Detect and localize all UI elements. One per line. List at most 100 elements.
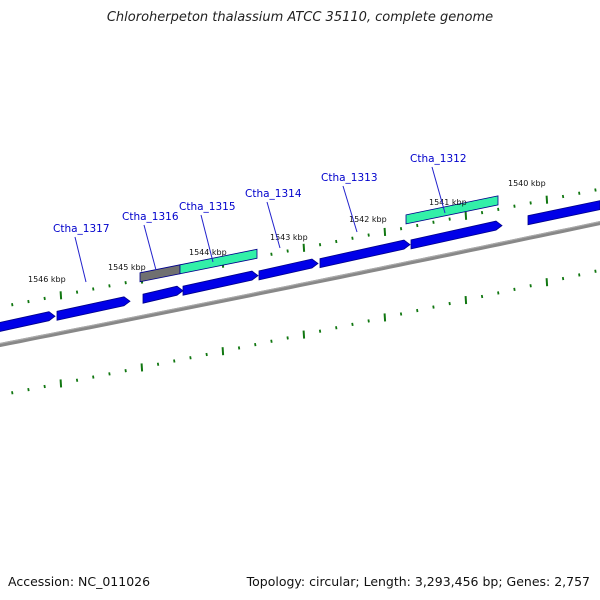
inner-tick bbox=[254, 342, 257, 347]
cds-arrow bbox=[258, 258, 319, 281]
inner-tick bbox=[497, 291, 500, 295]
inner-tick bbox=[59, 379, 63, 388]
inner-tick bbox=[448, 301, 451, 306]
outer-tick bbox=[286, 249, 289, 253]
inner-tick bbox=[480, 294, 484, 299]
inner-tick bbox=[529, 284, 532, 288]
pseudogene-bar bbox=[139, 264, 181, 283]
gene-label: Ctha_1317 bbox=[53, 223, 110, 235]
inner-tick bbox=[399, 312, 403, 316]
kbp-label: 1542 kbp bbox=[349, 215, 387, 224]
outer-tick bbox=[383, 227, 387, 236]
gene-label-line bbox=[74, 236, 87, 283]
kbp-label: 1546 kbp bbox=[28, 275, 66, 284]
inner-tick bbox=[124, 369, 127, 373]
tick-marks bbox=[11, 188, 597, 395]
outer-tick bbox=[335, 239, 338, 244]
inner-tick bbox=[302, 330, 306, 339]
outer-tick bbox=[11, 303, 14, 307]
inner-tick bbox=[140, 363, 144, 372]
cds-arrow bbox=[319, 239, 411, 269]
outer-tick bbox=[432, 220, 435, 224]
gene-features bbox=[0, 195, 600, 332]
outer-tick bbox=[464, 211, 468, 220]
gene-label: Ctha_1314 bbox=[245, 188, 302, 200]
outer-tick bbox=[561, 194, 565, 199]
inner-tick bbox=[221, 347, 225, 356]
gene-label-line bbox=[143, 224, 157, 271]
outer-tick bbox=[43, 296, 46, 301]
gene-label: Ctha_1315 bbox=[179, 201, 236, 213]
outer-tick bbox=[416, 223, 419, 228]
outer-tick bbox=[351, 236, 354, 240]
inner-tick bbox=[594, 269, 597, 273]
inner-tick bbox=[237, 346, 241, 350]
inner-tick bbox=[11, 391, 14, 395]
outer-tick bbox=[545, 195, 549, 204]
outer-tick bbox=[59, 291, 63, 300]
inner-tick bbox=[561, 276, 565, 281]
outer-tick bbox=[578, 191, 581, 195]
cds-arrow bbox=[527, 200, 600, 226]
inner-tick bbox=[335, 326, 338, 330]
genome-summary-text: Topology: circular; Length: 3,293,456 bp… bbox=[246, 574, 590, 589]
kbp-label: 1544 kbp bbox=[189, 248, 227, 257]
inner-tick bbox=[416, 308, 419, 313]
inner-tick bbox=[75, 378, 79, 382]
outer-tick bbox=[124, 281, 127, 285]
inner-tick bbox=[156, 362, 160, 366]
outer-tick bbox=[92, 287, 95, 291]
outer-tick bbox=[75, 290, 79, 294]
inner-tick bbox=[367, 319, 370, 323]
cds-arrow bbox=[182, 270, 259, 296]
cds-arrow bbox=[142, 285, 184, 304]
genome-backbone bbox=[0, 220, 600, 348]
inner-tick bbox=[173, 359, 176, 363]
outer-tick bbox=[529, 201, 532, 205]
inner-tick bbox=[108, 372, 111, 376]
genome-title: Chloroherpeton thalassium ATCC 35110, co… bbox=[106, 10, 494, 25]
kbp-label: 1541 kbp bbox=[429, 198, 467, 207]
inner-tick bbox=[189, 356, 192, 360]
gene-label: Ctha_1312 bbox=[410, 153, 467, 165]
feature-labels: 1546 kbp 1545 kbp 1544 kbp 1543 kbp 1542 kbp… bbox=[28, 153, 546, 284]
gene-label-line bbox=[266, 201, 281, 249]
cds-arrow bbox=[56, 296, 131, 321]
inner-tick bbox=[286, 336, 289, 340]
gene-label: Ctha_1313 bbox=[321, 172, 378, 184]
kbp-label: 1543 kbp bbox=[270, 233, 308, 242]
inner-tick bbox=[205, 352, 208, 357]
outer-tick bbox=[27, 299, 30, 304]
outer-tick bbox=[448, 217, 451, 221]
accession-text: Accession: NC_011026 bbox=[8, 574, 151, 589]
gene-label-line bbox=[200, 214, 214, 263]
gene-label-line bbox=[431, 166, 446, 214]
gene-label: Ctha_1316 bbox=[122, 211, 179, 223]
outer-tick bbox=[367, 233, 370, 237]
inner-tick bbox=[43, 384, 46, 389]
inner-tick bbox=[27, 387, 30, 392]
inner-tick bbox=[578, 273, 581, 277]
kbp-label: 1540 kbp bbox=[508, 179, 546, 188]
outer-tick bbox=[480, 210, 484, 215]
inner-tick bbox=[513, 287, 516, 292]
outer-tick bbox=[399, 227, 403, 231]
inner-tick bbox=[432, 305, 435, 309]
outer-tick bbox=[108, 284, 111, 288]
outer-tick bbox=[594, 188, 597, 192]
highlight-bar bbox=[179, 248, 258, 275]
inner-tick bbox=[383, 313, 387, 322]
outer-tick bbox=[270, 252, 273, 256]
inner-tick bbox=[270, 339, 273, 343]
outer-tick bbox=[318, 243, 322, 247]
outer-tick bbox=[302, 243, 306, 252]
highlight-bar bbox=[405, 195, 499, 225]
inner-tick bbox=[351, 322, 354, 327]
outer-tick bbox=[513, 204, 516, 208]
backbone-line bbox=[0, 221, 600, 348]
cds-arrow bbox=[0, 311, 56, 332]
inner-tick bbox=[92, 375, 95, 379]
inner-tick bbox=[545, 278, 549, 287]
